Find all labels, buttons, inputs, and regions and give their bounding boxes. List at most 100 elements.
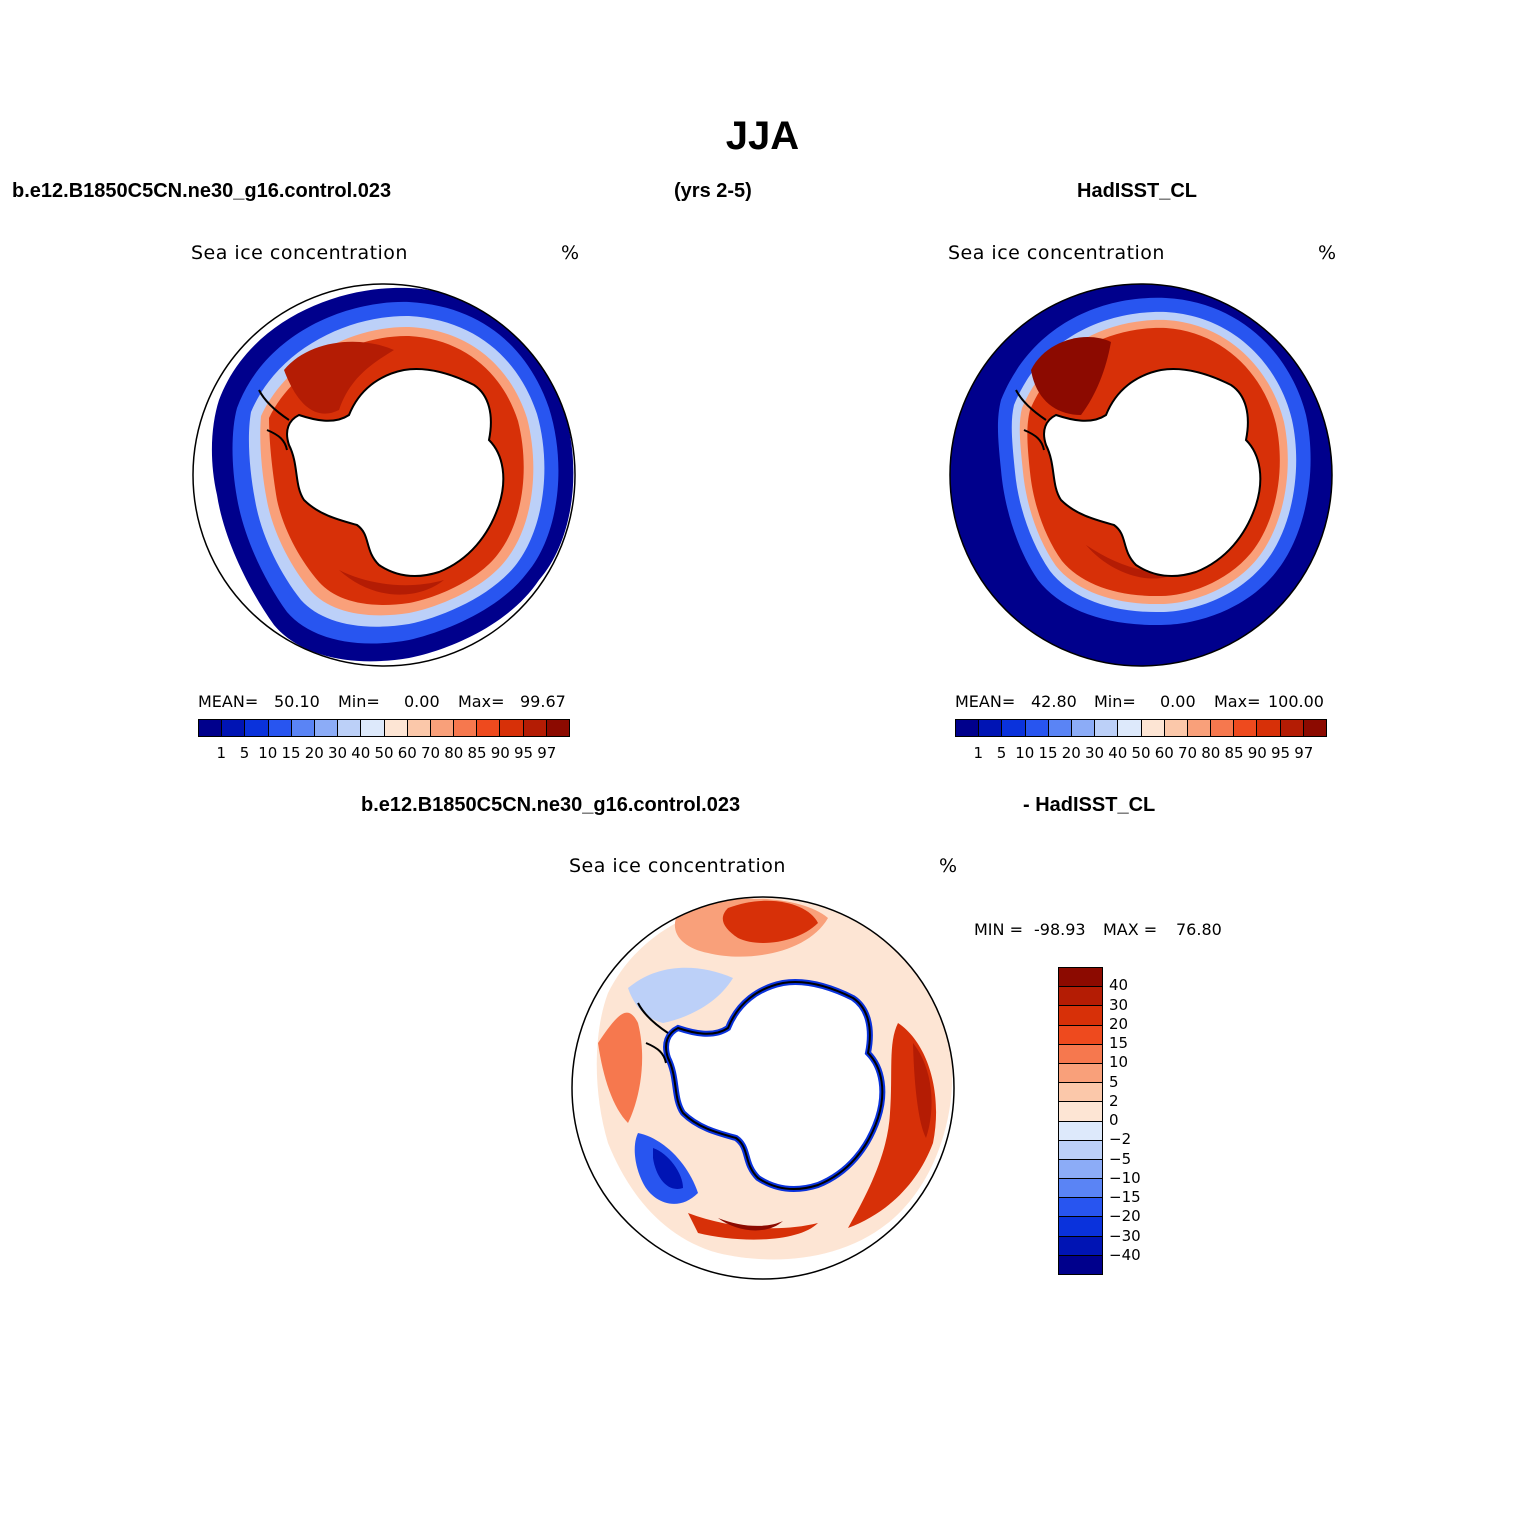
model-colorbar-swatch <box>338 720 362 736</box>
obs-colorbar-swatch <box>956 720 980 736</box>
model-colorbar-swatch <box>222 720 246 736</box>
model-colorbar-tick-label: 80 <box>444 744 464 762</box>
obs-colorbar-tick-label: 20 <box>1061 744 1081 762</box>
model-colorbar-tick-label: 15 <box>281 744 301 762</box>
model-colorbar-swatch <box>500 720 524 736</box>
obs-colorbar-swatch <box>1257 720 1281 736</box>
diff-colorbar-tick-label: 0 <box>1109 1111 1119 1129</box>
diff-colorbar-swatch <box>1059 1025 1102 1045</box>
model-colorbar-swatch <box>291 720 315 736</box>
diff-colorbar-swatch <box>1059 1006 1102 1026</box>
model-colorbar-swatch <box>384 720 408 736</box>
obs-min-label: Min= <box>1094 692 1136 711</box>
obs-mean-label: MEAN= <box>955 692 1016 711</box>
model-colorbar-swatch <box>361 720 385 736</box>
model-colorbar-tick-label: 30 <box>327 744 348 762</box>
model-colorbar-tick-label: 50 <box>374 744 394 762</box>
diff-colorbar-swatch <box>1059 1179 1102 1199</box>
obs-colorbar-tick-label: 10 <box>1015 744 1035 762</box>
obs-polar-map <box>949 283 1333 667</box>
diff-colorbar-tick-label: −40 <box>1109 1245 1141 1264</box>
diff-colorbar-swatch <box>1059 1159 1102 1180</box>
diff-colorbar-tick-label: −5 <box>1109 1149 1132 1168</box>
obs-colorbar-swatch <box>1211 720 1235 736</box>
obs-min-value: 0.00 <box>1160 692 1196 711</box>
model-colorbar-swatch <box>199 720 223 736</box>
model-colorbar-swatch <box>407 720 431 736</box>
model-panel-title: Sea ice concentration <box>191 242 408 264</box>
obs-colorbar-swatch <box>1048 720 1072 736</box>
obs-colorbar-tick-label: 1 <box>973 744 984 762</box>
model-colorbar-tick-label: 85 <box>467 744 487 762</box>
diff-max-value: 76.80 <box>1176 920 1222 939</box>
model-max-value: 99.67 <box>520 692 566 711</box>
model-colorbar-swatch <box>268 720 292 736</box>
obs-colorbar-tick-label: 50 <box>1131 744 1151 762</box>
years-label: (yrs 2-5) <box>674 180 752 202</box>
obs-max-label: Max= <box>1214 692 1261 711</box>
diff-panel-units: % <box>939 855 958 877</box>
diff-colorbar-tick-label: −15 <box>1109 1188 1141 1206</box>
model-colorbar-tick-label: 20 <box>304 744 324 762</box>
model-colorbar-tick-label: 5 <box>239 744 250 762</box>
diff-obs-name-label: - HadISST_CL <box>1023 794 1156 816</box>
model-colorbar-tick-label: 40 <box>351 744 371 762</box>
obs-name-label: HadISST_CL <box>1077 180 1198 202</box>
obs-panel-title: Sea ice concentration <box>948 242 1165 264</box>
obs-colorbar-tick-label: 95 <box>1270 744 1291 762</box>
model-panel-units: % <box>561 242 580 264</box>
obs-colorbar-swatch <box>1164 720 1188 736</box>
obs-colorbar-tick-label: 40 <box>1108 744 1128 762</box>
diff-colorbar-swatch <box>1059 1198 1102 1218</box>
obs-colorbar-tick-label: 80 <box>1201 744 1221 762</box>
obs-colorbar-tick-label: 97 <box>1294 744 1314 762</box>
diff-colorbar-tick-label: 2 <box>1109 1091 1119 1110</box>
model-mean-value: 50.10 <box>274 692 320 711</box>
obs-colorbar-swatch <box>1095 720 1119 736</box>
model-polar-map <box>192 283 576 667</box>
diff-colorbar-swatch <box>1059 1140 1102 1160</box>
diff-colorbar <box>1058 967 1103 1275</box>
obs-colorbar-swatch <box>1071 720 1096 736</box>
model-colorbar-swatch <box>430 720 455 736</box>
obs-colorbar-tick-label: 5 <box>996 744 1007 762</box>
diff-colorbar-swatch <box>1059 987 1102 1007</box>
obs-panel-units: % <box>1318 242 1337 264</box>
diff-colorbar-swatch <box>1059 1063 1102 1084</box>
obs-colorbar-swatch <box>979 720 1003 736</box>
diff-colorbar-swatch <box>1059 1044 1102 1064</box>
diff-colorbar-swatch <box>1059 1217 1102 1237</box>
model-max-label: Max= <box>458 692 505 711</box>
diff-colorbar-swatch <box>1059 1121 1102 1141</box>
model-colorbar-swatch <box>546 720 569 736</box>
model-min-label: Min= <box>338 692 380 711</box>
diff-colorbar-tick-label: 10 <box>1109 1053 1129 1072</box>
obs-colorbar-swatch <box>1141 720 1165 736</box>
diff-panel-title: Sea ice concentration <box>569 855 786 877</box>
obs-max-value: 100.00 <box>1268 692 1324 711</box>
diff-colorbar-tick-label: −10 <box>1109 1168 1141 1187</box>
obs-colorbar-tick-label: 70 <box>1177 744 1198 762</box>
model-colorbar-tick-label: 60 <box>397 744 417 762</box>
obs-colorbar-swatch <box>1187 720 1212 736</box>
model-colorbar-swatch <box>314 720 339 736</box>
obs-mean-value: 42.80 <box>1031 692 1077 711</box>
case-name-label: b.e12.B1850C5CN.ne30_g16.control.023 <box>12 180 392 202</box>
diff-colorbar-swatch <box>1059 1255 1102 1274</box>
diff-colorbar-swatch <box>1059 1236 1102 1256</box>
diff-polar-map <box>571 896 955 1280</box>
obs-colorbar-swatch <box>1234 720 1258 736</box>
obs-colorbar-swatch <box>1280 720 1304 736</box>
diff-colorbar-tick-label: 5 <box>1109 1072 1119 1091</box>
model-mean-label: MEAN= <box>198 692 259 711</box>
model-colorbar-tick-label: 1 <box>216 744 227 762</box>
model-colorbar-tick-label: 10 <box>258 744 278 762</box>
diff-colorbar-tick-label: −2 <box>1109 1130 1132 1149</box>
obs-colorbar-tick-label: 15 <box>1038 744 1058 762</box>
diff-colorbar-swatch <box>1059 968 1102 988</box>
obs-colorbar-swatch <box>1025 720 1049 736</box>
diff-colorbar-swatch <box>1059 1102 1102 1122</box>
obs-colorbar-swatch <box>1002 720 1026 736</box>
model-colorbar-swatch <box>477 720 501 736</box>
diff-colorbar-tick-label: −30 <box>1109 1226 1141 1245</box>
